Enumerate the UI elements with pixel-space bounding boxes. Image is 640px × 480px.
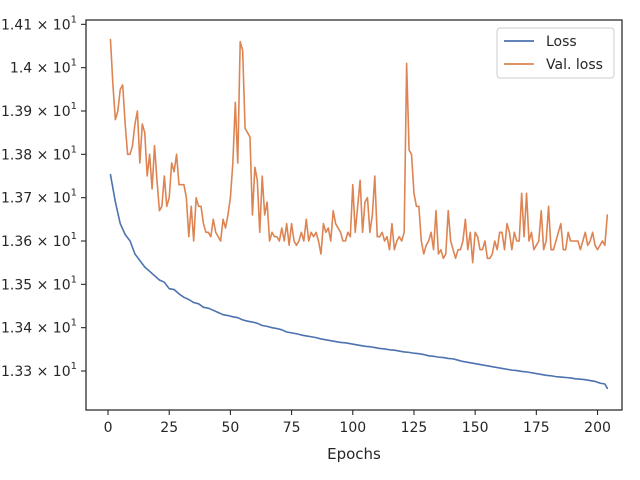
x-axis-label: Epochs [327,445,381,463]
x-tick-label: 0 [104,420,113,436]
x-tick-label: 50 [221,420,239,436]
series-line-val-loss [109,38,609,264]
legend: Loss Val. loss [496,27,615,79]
series-line-loss [109,173,609,390]
x-tick-label: 75 [283,420,301,436]
y-tick-label: 1.39 × 101 [1,101,77,120]
y-tick-label: 1.35 × 101 [1,274,77,293]
legend-label-loss: Loss [546,34,577,50]
y-tick-label: 1.34 × 101 [1,318,77,337]
y-tick-label: 1.36 × 101 [1,231,77,250]
y-tick-label: 1.38 × 101 [1,144,77,163]
x-tick-label: 125 [401,420,428,436]
x-tick-label: 100 [339,420,366,436]
x-axis: 0 25 50 75 100 125 150 175 200 [104,410,611,436]
x-tick-label: 175 [523,420,550,436]
y-tick-label: 1.4 × 101 [10,58,77,77]
y-tick-label: 1.33 × 101 [1,361,77,380]
y-axis: 1.33 × 101 1.34 × 101 1.35 × 101 1.36 × 101… [1,14,86,380]
y-tick-label: 1.41 × 101 [1,14,77,33]
x-tick-label: 25 [160,420,178,436]
x-tick-label: 150 [462,420,489,436]
x-tick-label: 200 [584,420,611,436]
legend-label-val-loss: Val. loss [546,57,603,73]
y-tick-label: 1.37 × 101 [1,188,77,207]
series-layer [109,38,609,390]
